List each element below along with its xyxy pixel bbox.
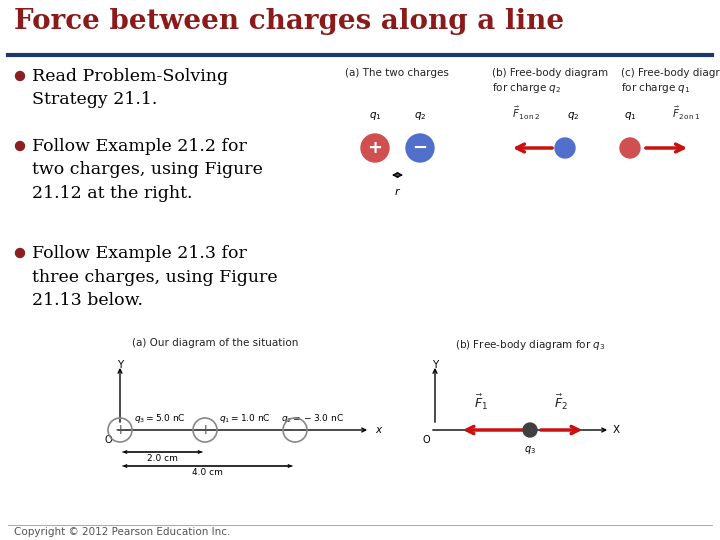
- Text: $q_2$: $q_2$: [414, 110, 426, 122]
- Text: (c) Free-body diagram
for charge $q_1$: (c) Free-body diagram for charge $q_1$: [621, 68, 720, 95]
- Text: $q_2$: $q_2$: [567, 110, 580, 122]
- Text: O: O: [423, 435, 430, 445]
- Text: $q_3 = 5.0\ \mathrm{nC}$: $q_3 = 5.0\ \mathrm{nC}$: [134, 412, 186, 425]
- Text: 2.0 cm: 2.0 cm: [147, 454, 178, 463]
- Text: Force between charges along a line: Force between charges along a line: [14, 8, 564, 35]
- Text: Follow Example 21.2 for
two charges, using Figure
21.12 at the right.: Follow Example 21.2 for two charges, usi…: [32, 138, 263, 202]
- Text: +: +: [367, 139, 382, 157]
- Text: O: O: [104, 435, 112, 445]
- Text: 4.0 cm: 4.0 cm: [192, 468, 223, 477]
- Circle shape: [16, 141, 24, 151]
- Text: $\vec{F}_2$: $\vec{F}_2$: [554, 393, 568, 412]
- Circle shape: [16, 71, 24, 80]
- Text: Copyright © 2012 Pearson Education Inc.: Copyright © 2012 Pearson Education Inc.: [14, 527, 230, 537]
- Circle shape: [620, 138, 640, 158]
- Text: (b) Free-body diagram for $q_3$: (b) Free-body diagram for $q_3$: [455, 338, 606, 352]
- Text: (a) Our diagram of the situation: (a) Our diagram of the situation: [132, 338, 298, 348]
- Text: Y: Y: [432, 360, 438, 370]
- Text: +: +: [199, 423, 211, 437]
- Circle shape: [523, 423, 537, 437]
- Text: X: X: [613, 425, 620, 435]
- Text: $q_1$: $q_1$: [624, 110, 636, 122]
- Text: $r$: $r$: [394, 186, 401, 197]
- Text: $q_1$: $q_1$: [369, 110, 382, 122]
- Text: $q_2 = -3.0\ \mathrm{nC}$: $q_2 = -3.0\ \mathrm{nC}$: [281, 412, 344, 425]
- Text: $q_1 = 1.0\ \mathrm{nC}$: $q_1 = 1.0\ \mathrm{nC}$: [219, 412, 271, 425]
- Text: Read Problem-Solving
Strategy 21.1.: Read Problem-Solving Strategy 21.1.: [32, 68, 228, 109]
- Text: Follow Example 21.3 for
three charges, using Figure
21.13 below.: Follow Example 21.3 for three charges, u…: [32, 245, 278, 309]
- Text: $\vec{F}_1$: $\vec{F}_1$: [474, 393, 488, 412]
- Circle shape: [16, 248, 24, 258]
- Text: −: −: [289, 423, 301, 437]
- Text: $\vec{F}_{2\,\mathrm{on}\,1}$: $\vec{F}_{2\,\mathrm{on}\,1}$: [672, 105, 700, 122]
- Text: $\vec{F}_{1\,\mathrm{on}\,2}$: $\vec{F}_{1\,\mathrm{on}\,2}$: [512, 105, 540, 122]
- Text: $q_3$: $q_3$: [524, 444, 536, 456]
- Text: x: x: [375, 425, 381, 435]
- Text: (b) Free-body diagram
for charge $q_2$: (b) Free-body diagram for charge $q_2$: [492, 68, 608, 95]
- Text: (a) The two charges: (a) The two charges: [345, 68, 449, 78]
- Circle shape: [361, 134, 389, 162]
- Text: Y: Y: [117, 360, 123, 370]
- Text: +: +: [114, 423, 126, 437]
- Circle shape: [406, 134, 434, 162]
- Text: −: −: [413, 139, 428, 157]
- Circle shape: [555, 138, 575, 158]
